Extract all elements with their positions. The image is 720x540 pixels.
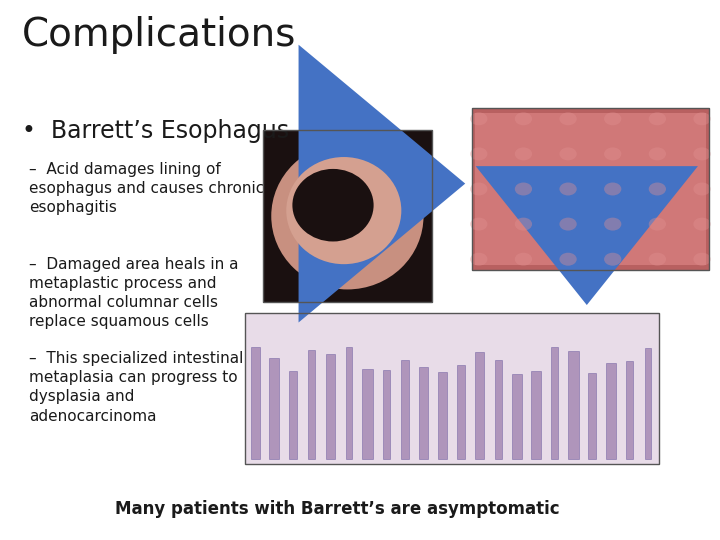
Circle shape: [470, 112, 487, 125]
Circle shape: [515, 253, 532, 266]
Bar: [346, 347, 352, 459]
Circle shape: [470, 218, 487, 231]
Bar: [401, 360, 409, 459]
Bar: [472, 108, 709, 270]
Circle shape: [515, 218, 532, 231]
Circle shape: [515, 183, 532, 195]
Bar: [245, 313, 659, 464]
Bar: [588, 373, 596, 459]
Bar: [531, 370, 541, 459]
Circle shape: [649, 183, 666, 195]
Bar: [475, 113, 706, 265]
Circle shape: [604, 112, 621, 125]
Bar: [308, 349, 315, 459]
Circle shape: [470, 147, 487, 160]
Bar: [472, 108, 709, 270]
Bar: [626, 361, 633, 459]
Bar: [495, 360, 503, 459]
Circle shape: [470, 183, 487, 195]
Circle shape: [693, 253, 711, 266]
Text: –  Acid damages lining of
esophagus and causes chronic
esophagitis: – Acid damages lining of esophagus and c…: [29, 162, 264, 215]
Bar: [567, 352, 579, 459]
Circle shape: [515, 147, 532, 160]
Bar: [245, 313, 659, 464]
Circle shape: [693, 147, 711, 160]
Circle shape: [559, 218, 577, 231]
Circle shape: [559, 253, 577, 266]
Circle shape: [559, 147, 577, 160]
Circle shape: [649, 112, 666, 125]
Bar: [457, 364, 465, 459]
Bar: [475, 352, 485, 459]
Circle shape: [559, 112, 577, 125]
Bar: [552, 347, 558, 459]
Ellipse shape: [292, 169, 374, 241]
Circle shape: [693, 183, 711, 195]
Bar: [383, 370, 390, 459]
Circle shape: [649, 218, 666, 231]
Circle shape: [604, 218, 621, 231]
Circle shape: [649, 147, 666, 160]
Circle shape: [604, 253, 621, 266]
Circle shape: [559, 183, 577, 195]
Text: •  Barrett’s Esophagus: • Barrett’s Esophagus: [22, 119, 289, 143]
Circle shape: [649, 253, 666, 266]
Circle shape: [693, 218, 711, 231]
Bar: [606, 362, 616, 459]
Circle shape: [515, 112, 532, 125]
Text: Complications: Complications: [22, 16, 296, 54]
Bar: [269, 357, 279, 459]
Bar: [251, 347, 260, 459]
Bar: [325, 354, 335, 459]
Text: –  This specialized intestinal
metaplasia can progress to
dysplasia and
adenocar: – This specialized intestinal metaplasia…: [29, 351, 243, 423]
Text: –  Damaged area heals in a
metaplastic process and
abnormal columnar cells
repla: – Damaged area heals in a metaplastic pr…: [29, 256, 238, 329]
Circle shape: [470, 253, 487, 266]
Bar: [263, 130, 432, 302]
Bar: [362, 369, 373, 459]
Bar: [263, 130, 432, 302]
Ellipse shape: [271, 143, 423, 289]
Ellipse shape: [287, 157, 401, 264]
Bar: [289, 371, 297, 459]
Bar: [513, 374, 522, 459]
Circle shape: [604, 183, 621, 195]
Bar: [420, 367, 428, 459]
Bar: [438, 372, 447, 459]
Circle shape: [604, 147, 621, 160]
Bar: [644, 348, 652, 459]
Text: Many patients with Barrett’s are asymptomatic: Many patients with Barrett’s are asympto…: [115, 501, 560, 518]
Circle shape: [693, 112, 711, 125]
